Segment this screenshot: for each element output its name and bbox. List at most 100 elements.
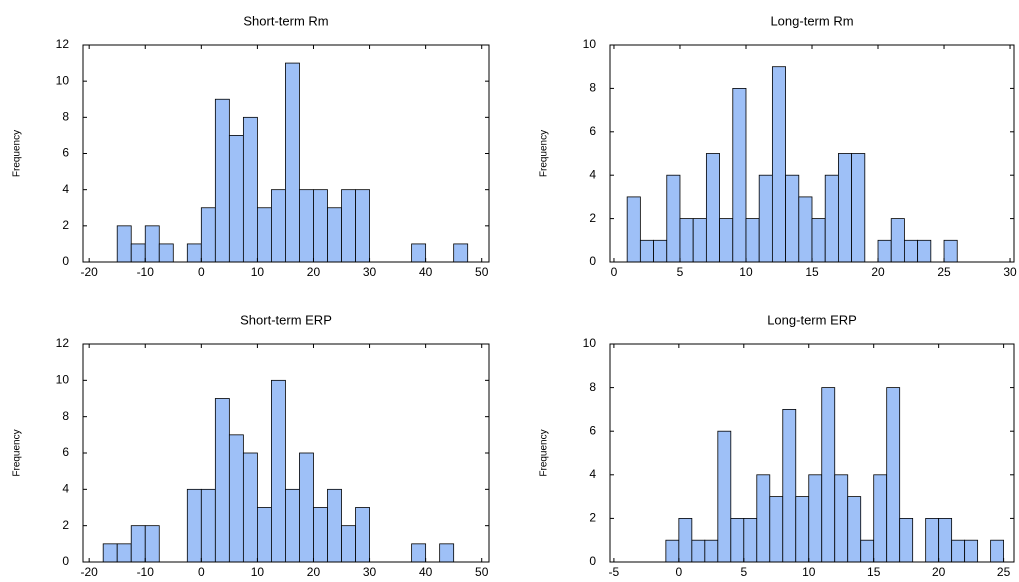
bar — [257, 507, 272, 563]
x-tick-label: 20 — [307, 265, 321, 279]
bar — [299, 189, 314, 263]
y-tick-label: 10 — [583, 37, 597, 51]
bar — [665, 539, 680, 563]
bar — [355, 189, 370, 263]
bar — [782, 408, 797, 563]
x-tick-label: 10 — [251, 565, 265, 579]
bar — [257, 207, 272, 263]
bar — [886, 387, 901, 563]
bar — [730, 518, 745, 563]
bar — [144, 225, 160, 263]
x-tick-label: 0 — [198, 265, 205, 279]
plot-frame — [609, 343, 1015, 563]
bar — [808, 474, 823, 563]
x-tick-label: 40 — [419, 565, 433, 579]
bar — [811, 218, 826, 263]
bar — [158, 243, 174, 263]
y-tick-label: 4 — [589, 167, 596, 181]
bar — [439, 543, 455, 563]
x-tick-label: 30 — [363, 265, 377, 279]
y-axis-label: Frequency — [539, 130, 550, 177]
bar — [678, 518, 693, 563]
bar — [732, 88, 747, 263]
bar — [186, 488, 202, 563]
bar — [745, 218, 760, 263]
y-tick-label: 10 — [56, 373, 70, 387]
y-tick-label: 0 — [589, 254, 596, 268]
x-tick-label: 10 — [802, 565, 816, 579]
bar — [824, 174, 839, 263]
y-tick-label: 4 — [62, 182, 69, 196]
x-tick-label: -20 — [80, 265, 98, 279]
x-tick-label: 50 — [475, 265, 489, 279]
bar — [653, 239, 668, 263]
bar — [116, 225, 132, 263]
bar — [327, 207, 342, 263]
bar — [798, 196, 813, 263]
bar — [851, 153, 866, 263]
bar — [847, 496, 862, 563]
bar — [990, 539, 1005, 563]
x-tick-label: 20 — [307, 565, 321, 579]
bar — [691, 539, 706, 563]
bar — [860, 539, 875, 563]
bar — [692, 218, 707, 263]
bar — [411, 243, 427, 263]
bar — [938, 518, 953, 563]
y-axis-label: Frequency — [12, 429, 23, 476]
bar — [873, 474, 888, 563]
y-tick-label: 2 — [62, 218, 69, 232]
bar — [904, 239, 919, 263]
bar — [285, 62, 300, 263]
bar — [411, 543, 427, 563]
x-tick-label: 25 — [937, 265, 951, 279]
y-tick-label: 10 — [56, 73, 70, 87]
y-tick-label: 4 — [589, 467, 596, 481]
bar — [228, 135, 244, 263]
bar — [834, 474, 849, 563]
y-tick-label: 6 — [589, 423, 596, 437]
y-tick-label: 6 — [62, 146, 69, 160]
bar — [717, 430, 732, 563]
bar — [355, 507, 370, 563]
x-tick-label: 0 — [611, 265, 618, 279]
x-tick-label: -10 — [137, 265, 155, 279]
bar — [285, 488, 300, 563]
y-tick-label: 10 — [583, 336, 597, 350]
x-tick-label: 15 — [805, 265, 819, 279]
bar — [743, 518, 758, 563]
bar — [943, 239, 958, 263]
x-tick-label: 30 — [1003, 265, 1017, 279]
bar — [214, 398, 230, 563]
bar — [228, 434, 244, 563]
bar — [917, 239, 932, 263]
bar — [785, 174, 800, 263]
bar — [821, 387, 836, 563]
bar — [756, 474, 771, 563]
bar — [704, 539, 719, 563]
y-tick-label: 0 — [62, 254, 69, 268]
y-axis-label: Frequency — [539, 429, 550, 476]
bar — [313, 507, 328, 563]
bar — [666, 174, 681, 263]
bar — [341, 189, 356, 263]
bar — [242, 452, 258, 563]
y-tick-label: 12 — [56, 37, 70, 51]
x-tick-label: 30 — [363, 565, 377, 579]
bar — [639, 239, 654, 263]
bar — [877, 239, 892, 263]
x-tick-label: 10 — [251, 265, 265, 279]
y-tick-label: 6 — [589, 124, 596, 138]
x-tick-label: 40 — [419, 265, 433, 279]
bar — [925, 518, 940, 563]
y-tick-label: 2 — [62, 518, 69, 532]
bar — [964, 539, 979, 563]
y-tick-label: 0 — [62, 554, 69, 568]
bar — [758, 174, 773, 263]
x-tick-label: 15 — [867, 565, 881, 579]
bar — [705, 153, 720, 263]
bar — [313, 189, 328, 263]
bar — [130, 525, 146, 563]
bar — [327, 488, 342, 563]
